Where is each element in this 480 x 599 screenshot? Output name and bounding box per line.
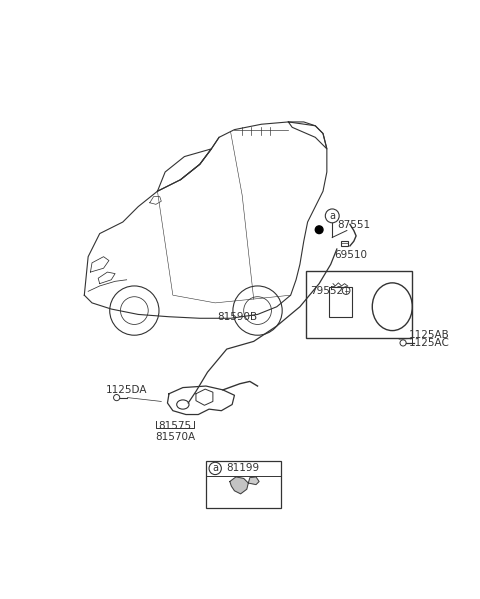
Text: 69510: 69510 bbox=[335, 250, 368, 260]
Text: 79552: 79552 bbox=[310, 286, 343, 295]
Text: 81199: 81199 bbox=[226, 464, 259, 473]
Polygon shape bbox=[248, 477, 259, 485]
Text: 87551: 87551 bbox=[337, 220, 371, 230]
Text: a: a bbox=[212, 464, 218, 473]
Circle shape bbox=[315, 226, 323, 234]
Text: 81590B: 81590B bbox=[217, 312, 258, 322]
Text: 81575: 81575 bbox=[158, 420, 192, 431]
Text: 81570A: 81570A bbox=[155, 432, 195, 442]
Text: 1125AB: 1125AB bbox=[409, 330, 450, 340]
Text: 1125DA: 1125DA bbox=[106, 385, 147, 395]
Text: a: a bbox=[329, 211, 335, 221]
Text: 1125AC: 1125AC bbox=[409, 338, 450, 347]
Polygon shape bbox=[230, 477, 248, 494]
